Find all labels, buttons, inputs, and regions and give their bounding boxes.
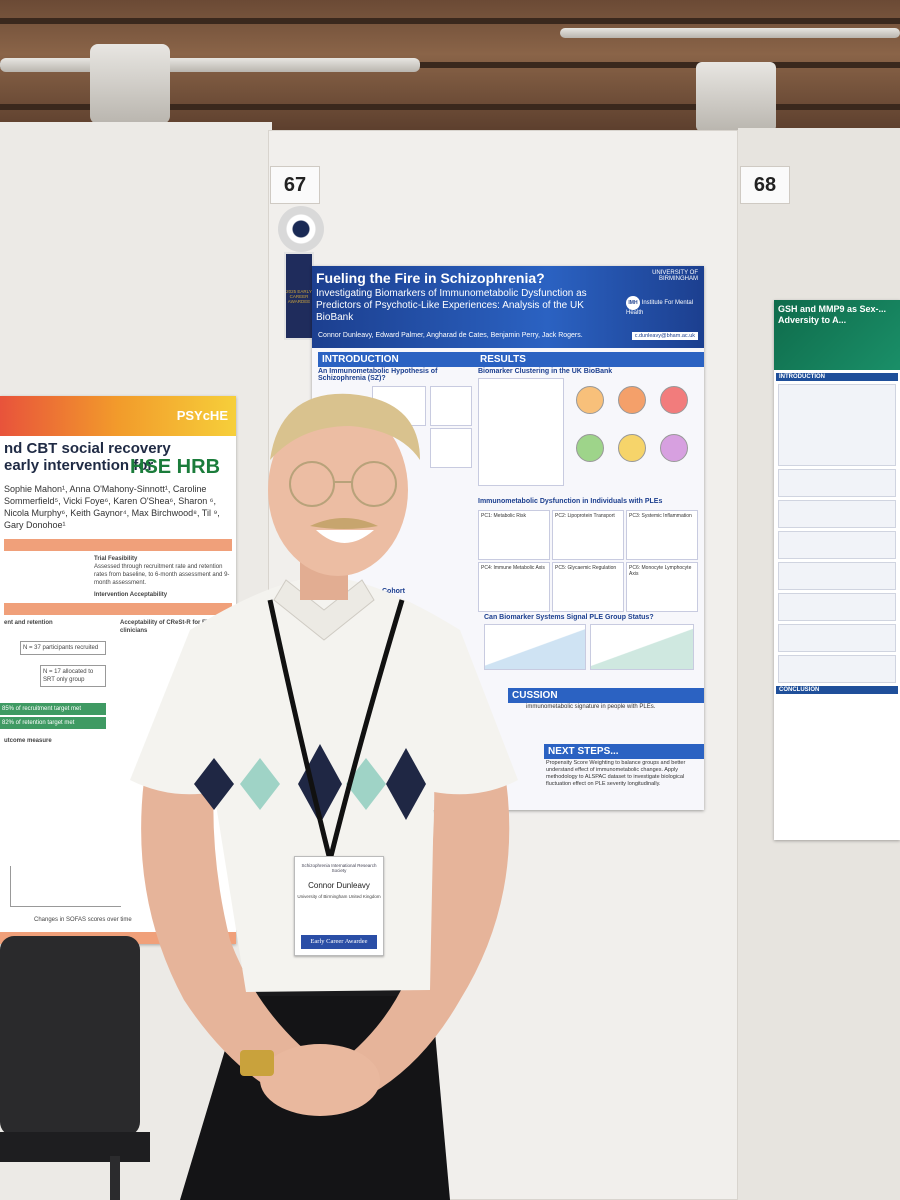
right-figure <box>778 384 896 466</box>
section-bar <box>4 603 232 615</box>
intro-figure <box>430 428 472 468</box>
allocated-box: N = 17 allocated to SRT only group <box>40 665 106 687</box>
section-next-steps: NEXT STEPS... <box>544 744 704 759</box>
section-acceptability: Intervention Acceptability <box>94 592 168 598</box>
hse-logo: HSE HRB <box>130 456 221 478</box>
author-email: c.dunleavy@bham.ac.uk <box>631 332 698 340</box>
ceiling <box>0 0 900 135</box>
poster-authors: Connor Dunleavy, Edward Palmer, Angharad… <box>318 332 583 339</box>
right-figure <box>778 624 896 652</box>
badge-ribbon: Early Career Awardee <box>301 935 377 949</box>
poster-left-title: nd CBT social recovery early interventio… <box>4 440 171 474</box>
university-logo: UNIVERSITY OF BIRMINGHAM <box>652 270 698 282</box>
poster-title: Fueling the Fire in Schizophrenia? <box>316 270 545 286</box>
results-subhead-2: Immunometabolic Dysfunction in Individua… <box>478 498 663 505</box>
demographics-table <box>478 378 564 486</box>
results-subhead-3: Can Biomarker Systems Signal PLE Group S… <box>484 614 654 621</box>
poster-right: GSH and MMP9 as Sex-... Adversity to A..… <box>774 300 900 840</box>
pc6-plot: PC6: Monocyte Lymphocyte Axis <box>626 562 698 612</box>
chair <box>0 936 150 1200</box>
poster-left-header: PSYcHE <box>0 396 236 436</box>
section-introduction: INTRODUCTION <box>318 352 476 367</box>
person <box>130 393 518 1200</box>
cohort-heading: Cohort <box>382 588 405 595</box>
poster-left-authors: Sophie Mahon¹, Anna O'Mahony-Sinnott¹, C… <box>4 484 220 530</box>
pca-loading-plot <box>660 386 688 414</box>
award-rosette <box>278 206 324 252</box>
pc3-plot: PC3: Systemic Inflammation <box>626 510 698 560</box>
booth-number-67: 67 <box>270 166 320 204</box>
ple-signal-plot <box>590 624 694 670</box>
award-ribbon: 2025 EARLY CAREER AWARDEE <box>284 252 314 340</box>
right-section-introduction: INTRODUCTION <box>776 373 898 381</box>
right-figure <box>778 469 896 497</box>
recruitment-box: N = 37 participants recruited <box>20 641 106 655</box>
pca-loading-plot <box>576 386 604 414</box>
pc5-plot: PC5: Glycaemic Regulation <box>552 562 624 612</box>
right-figure <box>778 655 896 683</box>
sofas-chart <box>10 866 121 907</box>
section-discussion: CUSSION <box>508 688 704 703</box>
pca-loading-plot <box>618 434 646 462</box>
pca-loading-plot <box>618 386 646 414</box>
pc4-plot: PC4: Immune Metabolic Axis <box>478 562 550 612</box>
discussion-text: immunometabolic signature in people with… <box>526 704 656 710</box>
section-bar <box>4 539 232 551</box>
feasibility-text: Assessed through recruitment rate and re… <box>94 564 230 586</box>
right-figure <box>778 531 896 559</box>
badge-name: Connor Dunleavy <box>308 881 370 890</box>
right-figure <box>778 562 896 590</box>
pc2-plot: PC2: Lipoprotein Transport <box>552 510 624 560</box>
results-subhead: Biomarker Clustering in the UK BioBank <box>478 368 613 375</box>
next-steps-text: Propensity Score Weighting to balance gr… <box>546 760 686 787</box>
pca-loading-plot <box>660 434 688 462</box>
booth-number-68: 68 <box>740 166 790 204</box>
poster-subtitle: Investigating Biomarkers of Immunometabo… <box>316 288 587 323</box>
section-results: RESULTS <box>476 352 704 367</box>
section-recruitment: ent and retention <box>4 620 53 626</box>
poster-center-header: Fueling the Fire in Schizophrenia? Inves… <box>312 266 704 348</box>
intro-subhead: An Immunometabolic Hypothesis of Schizop… <box>318 368 438 382</box>
section-feasibility: Trial Feasibility <box>94 556 138 562</box>
outcome-heading: utcome measure <box>4 738 52 744</box>
right-figure <box>778 500 896 528</box>
pc1-plot: PC1: Metabolic Risk <box>478 510 550 560</box>
ple-signal-plot <box>484 624 586 670</box>
intro-figure <box>430 386 472 426</box>
badge-affiliation: University of Birmingham United Kingdom <box>297 894 381 899</box>
institute-logo: IMH Institute For Mental Health <box>626 296 698 316</box>
right-section-conclusion: CONCLUSION <box>776 686 898 694</box>
pca-loading-plot <box>576 434 604 462</box>
section-clinicians: Acceptability of CReSt-R for EIP clinici… <box>120 620 212 634</box>
name-badge: Schizophrenia International Research Soc… <box>294 856 384 956</box>
right-figure <box>778 593 896 621</box>
poster-right-header: GSH and MMP9 as Sex-... Adversity to A..… <box>774 300 900 370</box>
sofas-caption: Changes in SOFAS scores over time <box>34 917 132 923</box>
retention-target: 82% of retention target met <box>0 717 106 729</box>
badge-organization: Schizophrenia International Research Soc… <box>301 863 377 873</box>
psyche-logo: PSYcHE <box>176 408 228 423</box>
recruitment-target: 85% of recruitment target met <box>0 703 106 715</box>
